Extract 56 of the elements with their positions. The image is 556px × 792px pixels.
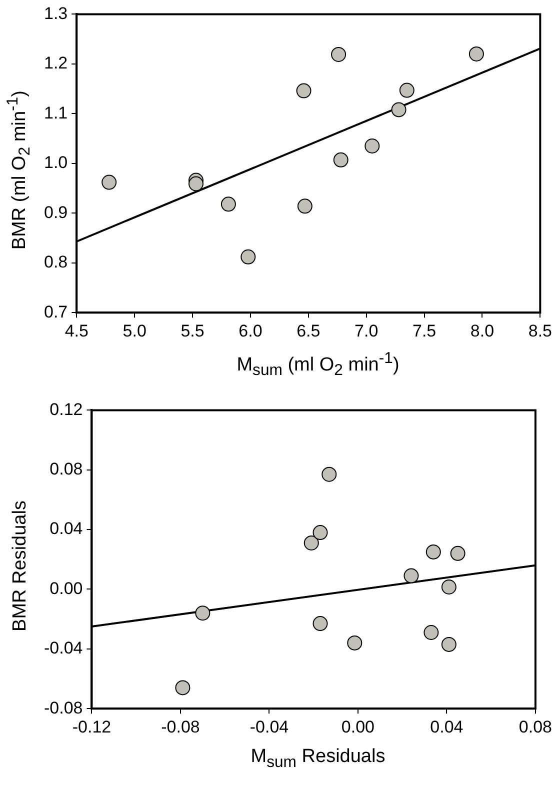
point — [312, 525, 328, 540]
y-tick-label: 1.2 — [44, 54, 68, 73]
point — [424, 625, 439, 640]
y-tick-label: 0.9 — [44, 202, 68, 222]
y-tick-label: 0.7 — [44, 302, 68, 322]
y-tick-label: -0.08 — [44, 698, 83, 718]
point — [347, 635, 362, 650]
x-tick-label: -0.12 — [72, 717, 112, 736]
point — [441, 580, 456, 594]
point — [468, 46, 484, 62]
point — [426, 544, 441, 560]
point — [404, 568, 419, 584]
x-axis-title: M$_{sum}$ Residuals — [250, 746, 386, 772]
x-tick-label: 7.5 — [412, 321, 436, 340]
x-tick-label: 6.0 — [238, 321, 262, 340]
y-tick-label: 1.0 — [44, 153, 68, 172]
point — [333, 152, 348, 168]
point — [312, 616, 328, 632]
x-axis-title: M$_{sum}$ (ml O$_{2}$ min$^{-1}$) — [236, 350, 400, 380]
y-tick-label: 0.8 — [44, 252, 68, 272]
x-tick-label: 5.5 — [180, 321, 204, 340]
point — [240, 249, 256, 264]
x-tick-label: 7.0 — [354, 321, 378, 340]
point — [322, 466, 337, 482]
point — [188, 176, 204, 192]
point — [441, 636, 456, 652]
x-tick-label: 0.04 — [430, 717, 464, 736]
x-tick-label: 5.0 — [122, 321, 146, 340]
point — [391, 102, 406, 118]
y-tick-label: 0.08 — [50, 460, 83, 479]
x-tick-label: 8.5 — [528, 321, 552, 340]
y-tick-label: 0.04 — [50, 519, 83, 538]
point — [220, 196, 236, 212]
x-tick-label: 4.5 — [64, 321, 88, 340]
y-axis-title: BMR Residuals — [9, 500, 31, 632]
point — [297, 198, 312, 214]
point — [331, 46, 346, 62]
x-tick-label: -0.08 — [161, 717, 200, 736]
y-tick-label: 1.3 — [44, 4, 68, 23]
point — [102, 174, 117, 190]
point — [195, 606, 210, 621]
y-tick-label: 1.1 — [44, 103, 68, 122]
point — [296, 83, 312, 98]
x-tick-label: 0.00 — [341, 717, 375, 736]
point — [175, 680, 190, 696]
point — [399, 82, 414, 98]
x-tick-label: -0.04 — [250, 717, 289, 736]
x-tick-label: 6.5 — [296, 321, 320, 340]
x-tick-label: 0.08 — [518, 717, 552, 736]
point — [450, 546, 466, 561]
x-tick-label: 8.0 — [470, 321, 494, 340]
point — [364, 138, 380, 154]
y-tick-label: -0.04 — [44, 638, 83, 658]
y-tick-label: 0.12 — [50, 400, 83, 419]
point — [304, 535, 319, 550]
y-tick-label: 0.00 — [50, 578, 83, 598]
